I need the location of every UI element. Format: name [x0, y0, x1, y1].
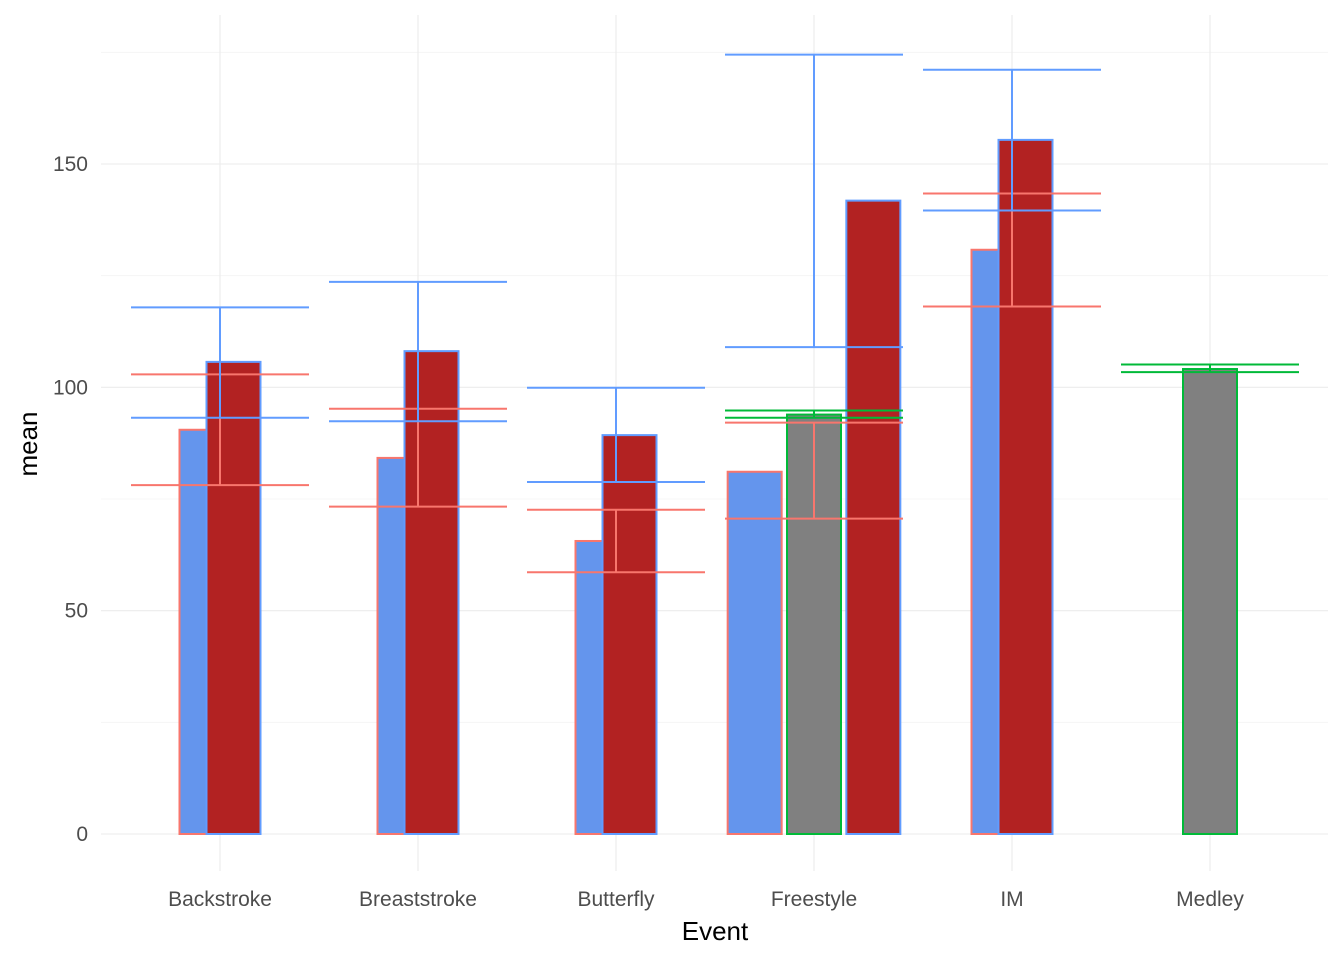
y-tick-label: 100	[53, 376, 88, 399]
bar	[1182, 368, 1238, 835]
x-axis-title: Event	[682, 916, 749, 946]
x-tick-label: Freestyle	[771, 888, 857, 911]
x-tick-label: IM	[1000, 888, 1023, 911]
x-tick-label: Medley	[1176, 888, 1244, 911]
x-tick-label: Backstroke	[168, 888, 272, 911]
y-tick-labels: 0 50 100 150	[53, 153, 88, 846]
bar	[726, 470, 783, 835]
error-bars	[131, 53, 1299, 574]
y-axis-title: mean	[13, 411, 43, 476]
bars	[178, 138, 1238, 836]
bar	[205, 360, 262, 835]
bar	[403, 350, 460, 835]
y-tick-label: 50	[65, 600, 88, 623]
bar	[997, 138, 1054, 835]
y-tick-label: 150	[53, 153, 88, 176]
minor-gridlines	[101, 51, 1328, 723]
bar	[845, 199, 902, 836]
bar	[601, 434, 658, 835]
x-tick-label: Butterfly	[577, 888, 655, 911]
major-gridlines	[101, 15, 1328, 871]
x-tick-label: Breaststroke	[359, 888, 477, 911]
x-tick-labels: Backstroke Breaststroke Butterfly Freestyle…	[168, 888, 1244, 911]
y-tick-label: 0	[76, 823, 88, 846]
